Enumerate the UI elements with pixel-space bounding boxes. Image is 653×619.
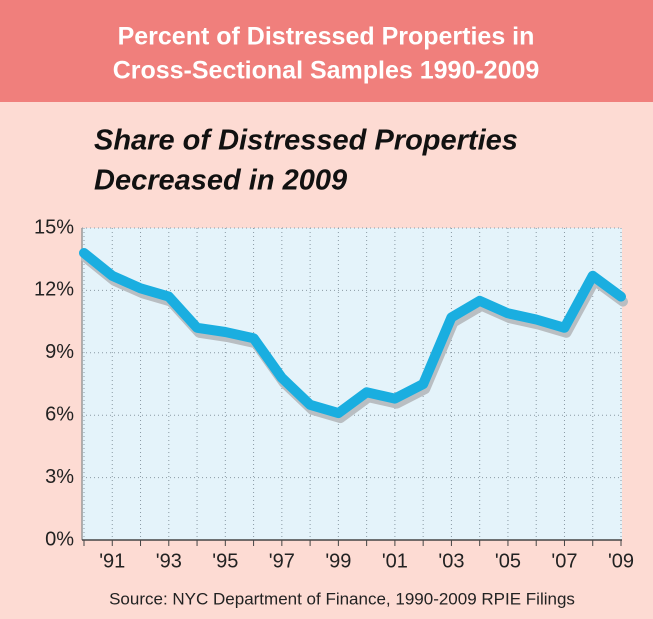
x-tick-label: '93 — [156, 550, 182, 572]
chart-subtitle: Decreased in 2009 — [94, 165, 347, 197]
x-tick-label: '91 — [99, 550, 125, 572]
x-tick-label: '01 — [382, 550, 408, 572]
y-tick-label: 12% — [34, 279, 74, 301]
x-tick-label: '07 — [551, 550, 577, 572]
y-tick-label: 9% — [45, 341, 74, 363]
y-tick-label: 15% — [34, 216, 74, 238]
y-tick-label: 0% — [45, 528, 74, 550]
chart-subtitle: Share of Distressed Properties — [94, 125, 518, 157]
plot-area — [82, 228, 622, 540]
y-tick-label: 3% — [45, 466, 74, 488]
header-band — [0, 0, 653, 102]
y-tick-label: 6% — [45, 403, 74, 425]
x-tick-label: '99 — [325, 550, 351, 572]
chart-title: Percent of Distressed Properties in — [118, 23, 535, 51]
chart-title: Cross-Sectional Samples 1990-2009 — [113, 57, 540, 85]
data-line — [79, 248, 626, 419]
x-tick-label: '09 — [608, 550, 634, 572]
source-note: Source: NYC Department of Finance, 1990-… — [109, 589, 575, 608]
x-tick-label: '97 — [269, 550, 295, 572]
x-tick-label: '03 — [438, 550, 464, 572]
x-tick-label: '05 — [495, 550, 521, 572]
x-tick-label: '95 — [212, 550, 238, 572]
